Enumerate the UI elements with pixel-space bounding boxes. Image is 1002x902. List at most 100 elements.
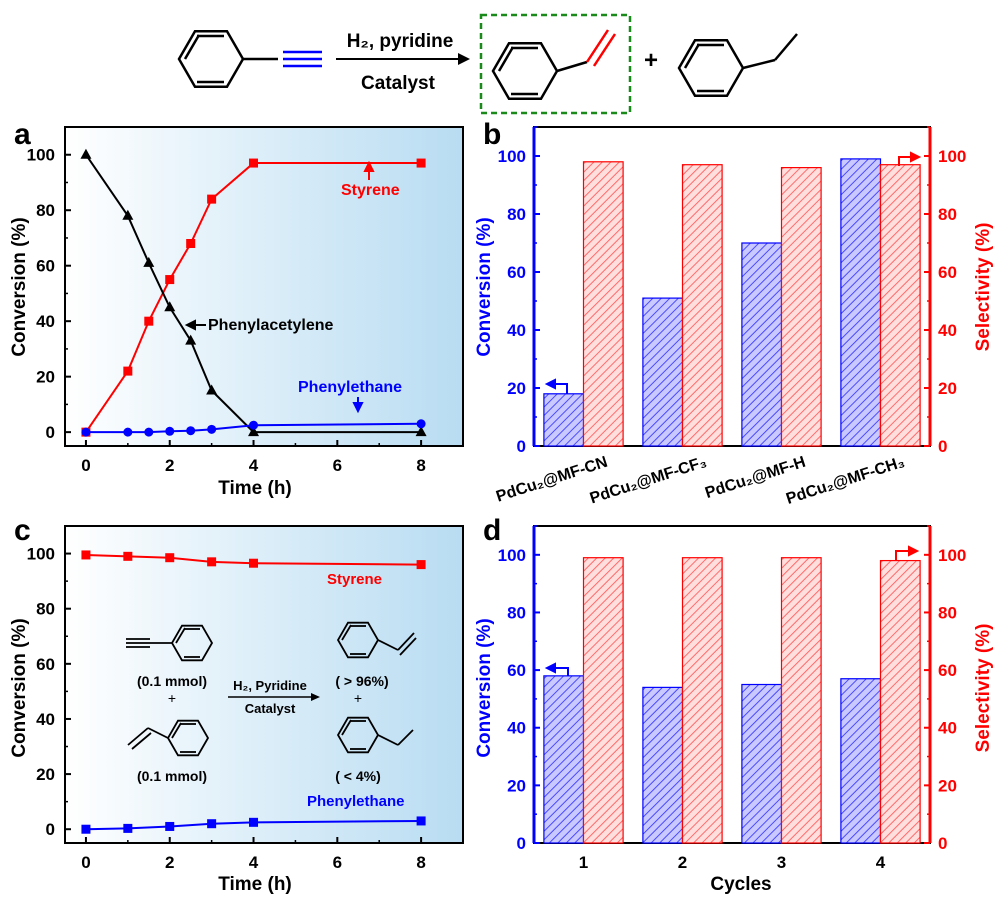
data-point-phenylethane-c	[416, 816, 426, 826]
y-tick-label-c: 40	[36, 710, 55, 729]
data-point-phenylethane-a	[144, 427, 154, 437]
ylabel-left-d: Conversion (%)	[474, 618, 495, 757]
ylabel-right-b: Selectivity (%)	[973, 223, 994, 352]
y-tick-label-left-d: 0	[517, 834, 526, 853]
y-tick-label-left-b: 80	[507, 205, 526, 224]
inset-styrene-reactant	[127, 719, 210, 757]
y-tick-label-right-d: 40	[938, 719, 957, 738]
inset-styrene-product	[336, 621, 417, 659]
inset-reagent-label: H₂, Pyridine	[233, 678, 307, 693]
y-tick-label-a: 20	[36, 368, 55, 387]
category-label-d: 2	[678, 853, 687, 872]
panel-letter-a: a	[14, 118, 31, 151]
data-point-styrene-a	[186, 239, 196, 249]
data-point-phenylethane-c	[165, 821, 175, 831]
product-highlight-box	[479, 13, 632, 115]
conversion-bar-d	[741, 683, 783, 844]
category-label-d: 4	[876, 853, 886, 872]
y-tick-label-right-d: 80	[938, 603, 957, 622]
y-tick-label-right-b: 20	[938, 379, 957, 398]
panel-letter-d: d	[483, 514, 501, 547]
triple-bond	[283, 50, 322, 68]
conversion-bar-d	[840, 678, 882, 844]
y-tick-label-c: 60	[36, 655, 55, 674]
xlabel-d: Cycles	[710, 874, 771, 895]
data-point-phenylacetylene-a	[248, 426, 260, 437]
inset-product2-yield: ( < 4%)	[335, 768, 381, 784]
y-tick-label-left-d: 80	[507, 603, 526, 622]
series-label-phenylethane-a: Phenylethane	[298, 379, 402, 396]
ylabel-c: Conversion (%)	[9, 618, 30, 757]
conversion-bar-d	[642, 686, 684, 844]
ylabel-a: Conversion (%)	[9, 217, 30, 356]
y-tick-label-c: 0	[46, 820, 55, 839]
inset-reactant2-amount: (0.1 mmol)	[137, 768, 207, 784]
ylabel-left-b: Conversion (%)	[474, 217, 495, 356]
y-tick-label-left-d: 20	[507, 776, 526, 795]
data-point-styrene-a	[165, 275, 175, 285]
plot-background-a	[64, 126, 464, 447]
xlabel-c: Time (h)	[218, 874, 292, 895]
conversion-bar-b	[840, 158, 882, 447]
y-tick-label-right-b: 0	[938, 437, 947, 456]
category-label-d: 3	[777, 853, 786, 872]
x-tick-label-c: 4	[249, 853, 259, 872]
y-tick-label-right-d: 0	[938, 834, 947, 853]
data-point-styrene-c	[416, 560, 426, 570]
arrow-phenylethane-a	[352, 397, 364, 414]
scheme-arrow	[336, 53, 470, 65]
conversion-bar-d	[543, 675, 585, 844]
selectivity-bar-b	[879, 164, 921, 447]
data-point-phenylethane-c	[123, 823, 133, 833]
data-point-phenylethane-c	[81, 824, 91, 834]
xlabel-a: Time (h)	[218, 478, 292, 499]
series-label-styrene-c: Styrene	[327, 571, 382, 588]
left-axis-indicator-b	[544, 378, 568, 394]
data-point-styrene-c	[207, 557, 217, 567]
y-tick-label-left-b: 60	[507, 263, 526, 282]
plot-background-c	[64, 525, 464, 844]
panel-letter-c: c	[14, 514, 31, 547]
x-tick-label-c: 2	[165, 853, 174, 872]
series-label-phenylacetylene-a: Phenylacetylene	[208, 317, 334, 334]
data-point-phenylethane-c	[249, 817, 259, 827]
inset-reaction-scheme: (0.1 mmol) + (0.1 mmol) H₂, Pyridine Cat…	[126, 621, 417, 784]
conversion-bar-b	[543, 393, 585, 447]
data-point-styrene-c	[81, 550, 91, 560]
data-point-styrene-a	[123, 366, 133, 376]
data-point-phenylethane-a	[81, 427, 91, 437]
ethylbenzene-structure	[677, 33, 798, 97]
y-tick-label-right-d: 20	[938, 776, 957, 795]
selectivity-bar-d	[582, 557, 624, 844]
y-tick-label-left-b: 40	[507, 321, 526, 340]
selectivity-bar-d	[780, 557, 822, 844]
right-axis-indicator-b	[898, 151, 922, 166]
data-point-styrene-c	[165, 553, 175, 563]
series-label-styrene-a: Styrene	[341, 182, 400, 199]
y-tick-label-left-d: 60	[507, 661, 526, 680]
x-tick-label-a: 0	[81, 456, 90, 475]
y-tick-label-c: 80	[36, 600, 55, 619]
inset-phenylacetylene	[126, 624, 214, 662]
y-tick-label-a: 100	[27, 146, 55, 165]
y-tick-label-right-b: 80	[938, 205, 957, 224]
y-tick-label-right-d: 60	[938, 661, 957, 680]
y-tick-label-a: 80	[36, 201, 55, 220]
data-point-phenylethane-c	[207, 819, 217, 829]
data-point-phenylethane-a	[165, 426, 175, 436]
styrene-double-bond	[585, 29, 617, 67]
data-point-phenylethane-a	[207, 424, 217, 434]
selectivity-bar-d	[681, 557, 723, 844]
y-tick-label-a: 40	[36, 312, 55, 331]
data-point-phenylacetylene-a	[80, 148, 92, 159]
y-tick-label-right-b: 40	[938, 321, 957, 340]
selectivity-bar-b	[582, 161, 624, 447]
data-point-phenylethane-a	[123, 427, 133, 437]
inset-arrow	[228, 693, 320, 701]
inset-plus-right: +	[354, 690, 362, 706]
x-tick-label-c: 0	[81, 853, 90, 872]
reaction-scheme: H₂, pyridine Catalyst +	[177, 13, 798, 115]
selectivity-bar-d	[879, 559, 921, 844]
x-tick-label-a: 2	[165, 456, 174, 475]
